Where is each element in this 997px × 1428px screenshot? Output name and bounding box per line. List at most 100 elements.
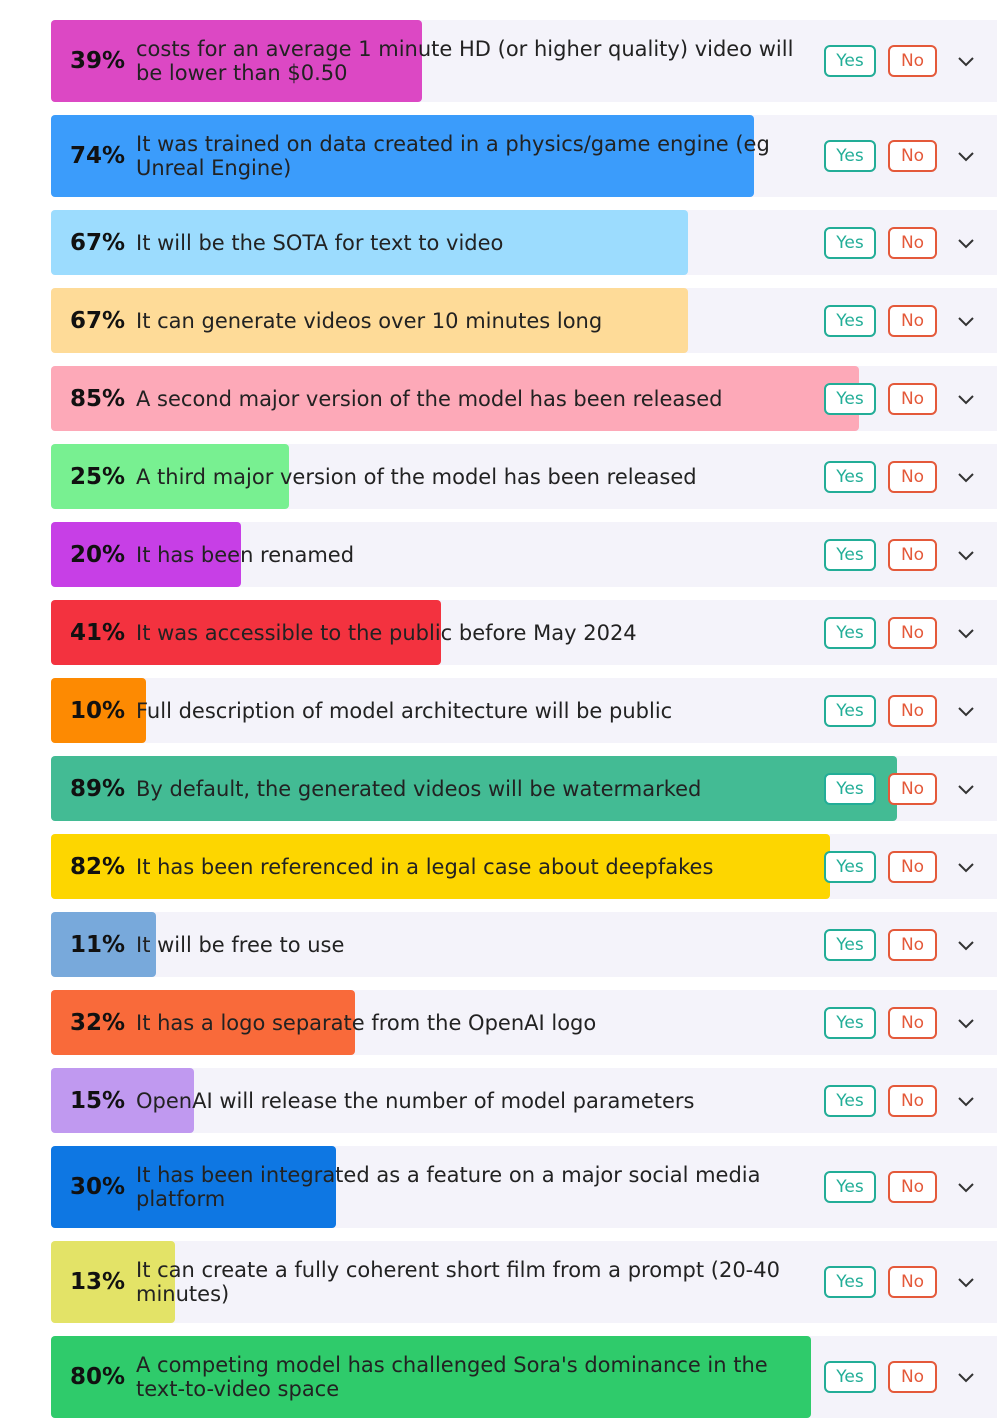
probability-label: 13% [70, 1269, 126, 1295]
yes-button[interactable]: Yes [824, 1084, 876, 1117]
expand-chevron[interactable] [956, 389, 976, 409]
yes-button[interactable]: Yes [824, 382, 876, 415]
no-button[interactable]: No [888, 928, 937, 961]
answer-text: A third major version of the model has b… [136, 464, 697, 489]
no-button[interactable]: No [888, 616, 937, 649]
answer-row[interactable]: 80% A competing model has challenged Sora… [51, 1336, 997, 1418]
answer-row[interactable]: 15% OpenAI will release the number of mod… [51, 1068, 997, 1133]
answer-row[interactable]: 20% It has been renamed Yes No [51, 522, 997, 587]
chevron-path [958, 1278, 974, 1288]
no-button[interactable]: No [888, 1361, 937, 1393]
answer-list: 39% costs for an average 1 minute HD (or … [51, 20, 997, 1418]
answer-row[interactable]: 89% By default, the generated videos will… [51, 756, 997, 821]
no-button[interactable]: No [888, 1006, 937, 1039]
yes-button[interactable]: Yes [824, 45, 876, 77]
probability-label: 25% [70, 463, 126, 490]
answer-text: It has been referenced in a legal case a… [136, 854, 714, 879]
expand-chevron[interactable] [956, 779, 976, 799]
no-button[interactable]: No [888, 382, 937, 415]
no-button[interactable]: No [888, 1266, 937, 1298]
probability-bar [51, 912, 156, 977]
answer-row[interactable]: 41% It was accessible to the public befor… [51, 600, 997, 665]
yes-button[interactable]: Yes [824, 1006, 876, 1039]
expand-chevron[interactable] [956, 311, 976, 331]
yes-button[interactable]: Yes [824, 226, 876, 259]
answer-row[interactable]: 30% It has been integrated as a feature o… [51, 1146, 997, 1228]
expand-chevron[interactable] [956, 1367, 976, 1387]
yes-button[interactable]: Yes [824, 616, 876, 649]
yes-button[interactable]: Yes [824, 928, 876, 961]
chevron-path [958, 1183, 974, 1193]
no-button[interactable]: No [888, 460, 937, 493]
yes-button[interactable]: Yes [824, 140, 876, 172]
answer-row[interactable]: 13% It can create a fully coherent short … [51, 1241, 997, 1323]
probability-label: 10% [70, 697, 126, 724]
answer-text: It can generate videos over 10 minutes l… [136, 308, 603, 333]
probability-label: 15% [70, 1087, 126, 1114]
expand-chevron[interactable] [956, 857, 976, 877]
yes-button[interactable]: Yes [824, 538, 876, 571]
expand-chevron[interactable] [956, 1272, 976, 1292]
answer-row[interactable]: 67% It can generate videos over 10 minute… [51, 288, 997, 353]
answer-row[interactable]: 74% It was trained on data created in a p… [51, 115, 997, 197]
probability-bar [51, 1241, 175, 1323]
chevron-path [958, 316, 974, 326]
probability-bar [51, 600, 441, 665]
no-button[interactable]: No [888, 694, 937, 727]
answer-text: A competing model has challenged Sora's … [136, 1353, 768, 1401]
answer-row[interactable]: 11% It will be free to use Yes No [51, 912, 997, 977]
yes-button[interactable]: Yes [824, 1361, 876, 1393]
answer-row[interactable]: 85% A second major version of the model h… [51, 366, 997, 431]
answer-text: It was accessible to the public before M… [136, 620, 637, 645]
probability-bar [51, 756, 897, 821]
no-button[interactable]: No [888, 45, 937, 77]
expand-chevron[interactable] [956, 467, 976, 487]
expand-chevron[interactable] [956, 1013, 976, 1033]
probability-label: 32% [70, 1009, 126, 1036]
yes-button[interactable]: Yes [824, 304, 876, 337]
probability-bar [51, 444, 289, 509]
expand-chevron[interactable] [956, 545, 976, 565]
chevron-path [958, 152, 974, 162]
no-button[interactable]: No [888, 1171, 937, 1203]
expand-chevron[interactable] [956, 623, 976, 643]
yes-button[interactable]: Yes [824, 1266, 876, 1298]
expand-chevron[interactable] [956, 1091, 976, 1111]
probability-label: 80% [70, 1364, 126, 1390]
expand-chevron[interactable] [956, 233, 976, 253]
probability-label: 41% [70, 619, 126, 646]
answer-row[interactable]: 25% A third major version of the model ha… [51, 444, 997, 509]
yes-button[interactable]: Yes [824, 850, 876, 883]
chevron-path [958, 550, 974, 560]
yes-button[interactable]: Yes [824, 694, 876, 727]
expand-chevron[interactable] [956, 146, 976, 166]
probability-bar [51, 834, 830, 899]
chevron-path [958, 1096, 974, 1106]
answer-row[interactable]: 67% It will be the SOTA for text to video… [51, 210, 997, 275]
no-button[interactable]: No [888, 850, 937, 883]
yes-button[interactable]: Yes [824, 460, 876, 493]
expand-chevron[interactable] [956, 935, 976, 955]
no-button[interactable]: No [888, 140, 937, 172]
no-button[interactable]: No [888, 538, 937, 571]
no-button[interactable]: No [888, 772, 937, 805]
answer-row[interactable]: 82% It has been referenced in a legal cas… [51, 834, 997, 899]
expand-chevron[interactable] [956, 51, 976, 71]
expand-chevron[interactable] [956, 1177, 976, 1197]
probability-label: 67% [70, 229, 126, 256]
answer-row[interactable]: 10% Full description of model architectur… [51, 678, 997, 743]
yes-button[interactable]: Yes [824, 772, 876, 805]
probability-label: 89% [70, 775, 126, 802]
no-button[interactable]: No [888, 304, 937, 337]
expand-chevron[interactable] [956, 701, 976, 721]
yes-button[interactable]: Yes [824, 1171, 876, 1203]
no-button[interactable]: No [888, 226, 937, 259]
chevron-path [958, 1373, 974, 1383]
answer-row[interactable]: 32% It has a logo separate from the OpenA… [51, 990, 997, 1055]
answer-text: It will be the SOTA for text to video [136, 230, 504, 255]
probability-label: 82% [70, 853, 126, 880]
chevron-path [958, 940, 974, 950]
chevron-path [958, 472, 974, 482]
answer-row[interactable]: 39% costs for an average 1 minute HD (or … [51, 20, 997, 102]
no-button[interactable]: No [888, 1084, 937, 1117]
